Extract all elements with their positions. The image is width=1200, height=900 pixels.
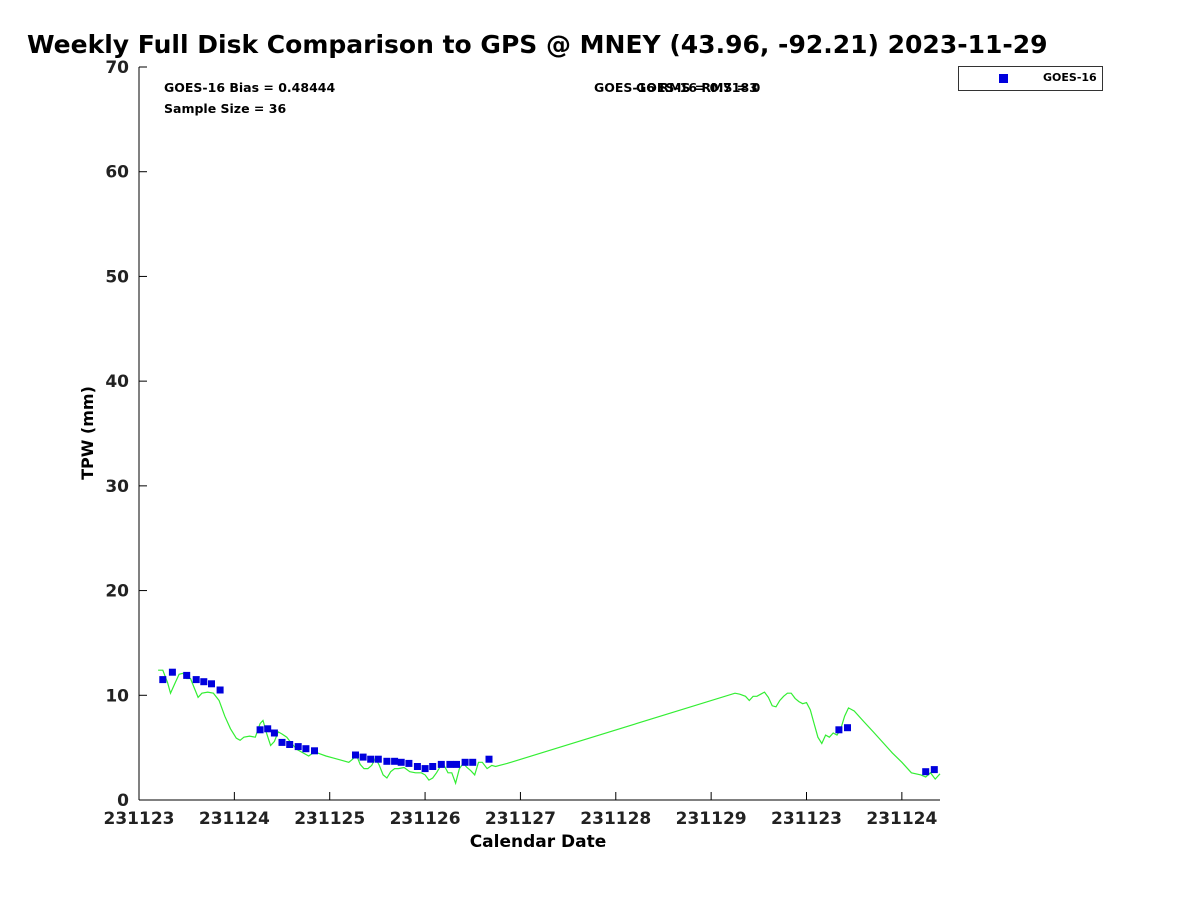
goes16-point [485, 755, 493, 763]
goes16-point [311, 747, 318, 755]
x-tick-label: 231124 [199, 809, 270, 829]
x-tick-label: 231125 [294, 809, 365, 829]
y-tick-label: 10 [105, 686, 129, 706]
goes16-point [429, 763, 437, 770]
goes16-point [835, 726, 843, 734]
y-tick-label: 20 [105, 582, 129, 602]
x-tick-label: 231123 [771, 809, 842, 829]
y-tick-label: 60 [105, 163, 129, 183]
goes16-point [359, 753, 367, 761]
sample-size-annotation: Sample Size = 36 [164, 101, 287, 116]
goes16-point [192, 676, 200, 684]
rms-overlap-annotation: GOES-16 RMS = 0 [636, 80, 761, 95]
goes16-point [216, 686, 224, 694]
goes16-point [453, 760, 460, 768]
goes16-point [391, 757, 399, 765]
y-tick-label: 70 [105, 58, 129, 78]
x-axis-label: Calendar Date [470, 832, 607, 852]
x-tick-label: 231128 [580, 809, 651, 829]
goes16-point [286, 741, 294, 748]
y-tick-labels: 0 10 20 30 40 50 60 70 [105, 58, 129, 811]
legend-marker-swatch [999, 74, 1008, 83]
legend-label: GOES-16 [1043, 71, 1097, 84]
goes16-point [421, 765, 429, 773]
goes16-point [159, 676, 167, 684]
x-tick-label: 231129 [676, 809, 747, 829]
goes16-point [183, 671, 191, 679]
goes16-point [397, 758, 405, 766]
chart-title: Weekly Full Disk Comparison to GPS @ MNE… [27, 30, 1048, 59]
y-tick-label: 50 [105, 267, 129, 287]
goes16-point [264, 725, 272, 733]
goes16-point [374, 755, 382, 763]
y-axis-label: TPW (mm) [78, 386, 97, 480]
y-tick-label: 30 [105, 477, 129, 497]
x-tick-labels: 231123 231124 231125 231126 231127 231128 2311… [104, 809, 938, 829]
y-tick-label: 0 [117, 791, 129, 811]
y-tick-label: 40 [105, 372, 129, 392]
goes16-point [208, 680, 215, 688]
goes16-point [256, 726, 264, 734]
gps-series-line [158, 669, 941, 786]
goes16-point [168, 668, 176, 676]
axis-ticks [138, 66, 903, 801]
goes16-point [446, 760, 454, 768]
goes16-markers [159, 668, 938, 776]
bias-annotation: GOES-16 Bias = 0.48444 [164, 80, 336, 95]
goes16-point [294, 743, 302, 751]
goes16-point [200, 678, 208, 686]
goes16-point [930, 766, 938, 774]
goes16-point [270, 729, 278, 737]
goes16-point [383, 757, 391, 765]
goes16-point [469, 758, 477, 766]
x-tick-label: 231126 [390, 809, 461, 829]
goes16-point [352, 751, 359, 759]
rms-annotation: GOES-16 RMS = 0.7183 [594, 80, 758, 95]
goes16-point [405, 759, 413, 767]
x-tick-label: 231127 [485, 809, 556, 829]
x-tick-label: 231124 [866, 809, 937, 829]
goes16-point [922, 768, 930, 776]
goes16-point [437, 760, 445, 768]
x-tick-label: 231123 [104, 809, 175, 829]
goes16-point [302, 745, 310, 753]
goes16-point [844, 724, 851, 732]
goes16-point [461, 758, 469, 766]
goes16-point [278, 738, 286, 746]
legend: GOES-16 [958, 66, 1103, 91]
goes16-point [413, 763, 421, 770]
goes16-point [367, 755, 375, 763]
